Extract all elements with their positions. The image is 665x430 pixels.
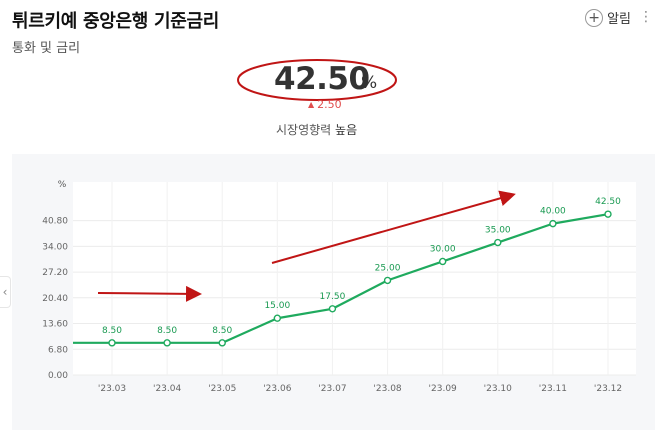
up-triangle-icon: ▲ [308, 100, 315, 109]
rate-change: ▲ 2.50 [308, 98, 342, 111]
x-tick-label: '23.08 [373, 384, 402, 394]
category-subtitle: 통화 및 금리 [12, 41, 81, 56]
data-label: 30.00 [430, 244, 456, 254]
y-tick-label: 40.80 [42, 217, 68, 227]
y-unit-label: % [58, 180, 67, 190]
data-label: 8.50 [212, 326, 232, 336]
chevron-left-icon[interactable]: ‹ [0, 276, 11, 308]
chart-panel: 0.00 6.80 13.60 20.40 27.20 34.00 40.80% '23.03… [12, 154, 655, 430]
rate-unit: % [361, 73, 378, 93]
data-label: 35.00 [485, 226, 511, 236]
data-point [108, 339, 116, 347]
x-tick-label: '23.06 [263, 384, 292, 394]
x-tick-label: '23.11 [539, 384, 567, 394]
data-label: 8.50 [157, 326, 177, 336]
rate-change-value: 2.50 [317, 98, 342, 111]
flat-trend-arrow [97, 285, 202, 302]
x-tick-label: '23.10 [484, 384, 513, 394]
rate-value: 42.50 [274, 61, 370, 97]
alarm-label: 알림 [607, 12, 631, 27]
current-rate: 42.50 % [236, 58, 398, 102]
impact-level: 높음 [335, 123, 358, 137]
data-point [604, 210, 612, 218]
x-tick-label: '23.12 [594, 384, 622, 394]
x-tick-label: '23.04 [153, 384, 182, 394]
data-point [273, 314, 282, 322]
alarm-button[interactable]: + 알림 [585, 8, 631, 27]
impact-label: 시장영향력 [276, 123, 332, 137]
data-point [218, 339, 226, 347]
uptrend-arrow [271, 190, 516, 264]
plus-icon: + [585, 8, 604, 27]
data-label: 17.50 [320, 292, 346, 302]
y-tick-label: 6.80 [48, 345, 68, 355]
data-point [438, 257, 447, 266]
x-tick-label: '23.07 [318, 384, 346, 394]
x-tick-label: '23.05 [208, 384, 236, 394]
data-label: 40.00 [540, 207, 566, 217]
data-label: 42.50 [595, 197, 621, 207]
highlight-ellipse [237, 59, 397, 101]
data-point [549, 219, 557, 228]
data-label: 25.00 [375, 263, 401, 273]
data-point [383, 276, 392, 285]
y-tick-label: 13.60 [42, 320, 68, 330]
data-label: 8.50 [102, 326, 122, 336]
x-tick-label: '23.09 [429, 384, 458, 394]
x-tick-label: '23.03 [98, 384, 126, 394]
y-tick-label: 0.00 [48, 371, 68, 381]
rate-line-chart: 0.00 6.80 13.60 20.40 27.20 34.00 40.80% '23.03… [42, 180, 636, 394]
data-label: 15.00 [264, 301, 290, 311]
data-point [328, 305, 337, 313]
more-vertical-icon[interactable]: ⋮ [639, 9, 653, 25]
y-tick-label: 20.40 [42, 294, 68, 304]
market-impact: 시장영향력 높음 [276, 121, 357, 138]
y-tick-label: 27.20 [42, 268, 68, 278]
y-tick-label: 34.00 [42, 242, 68, 252]
data-point [494, 238, 502, 247]
page-title: 튀르키예 중앙은행 기준금리 [12, 11, 220, 32]
data-point [163, 339, 171, 347]
